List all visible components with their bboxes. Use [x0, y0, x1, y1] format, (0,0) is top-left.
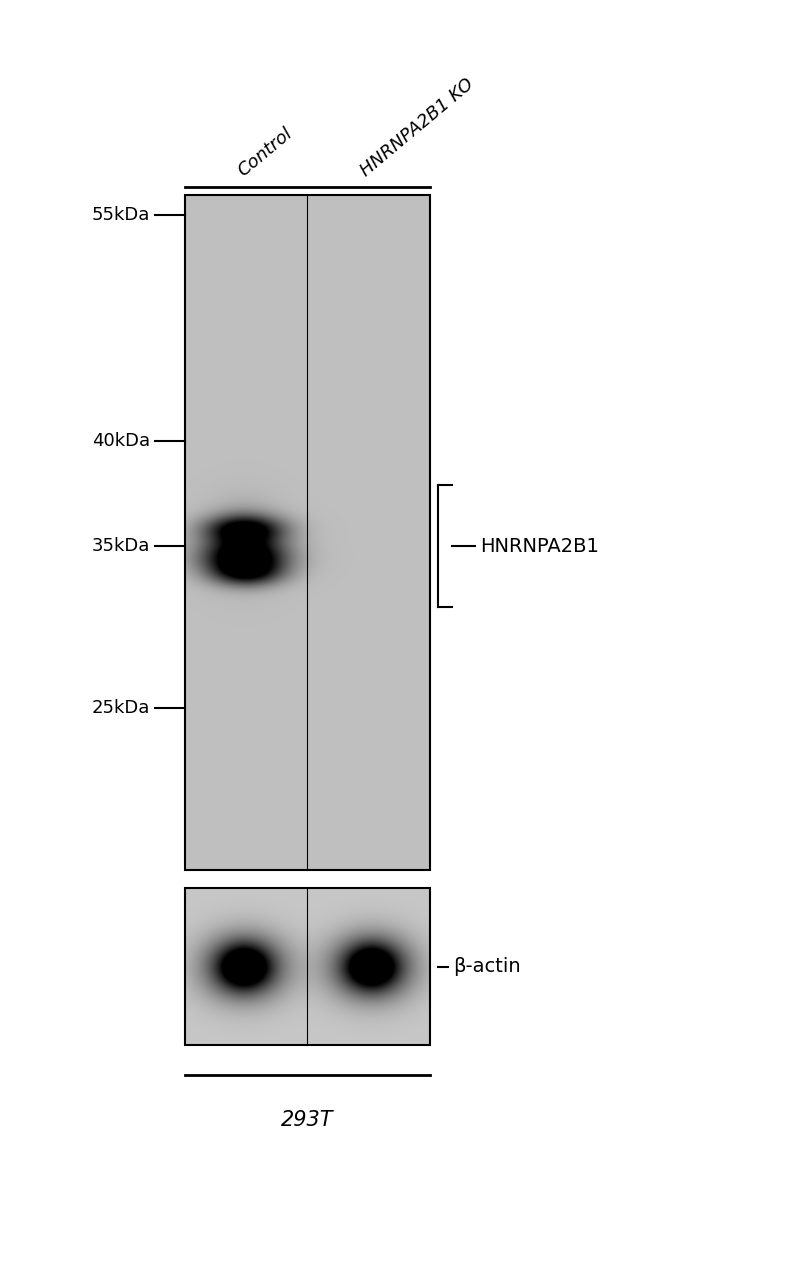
- Text: 293T: 293T: [281, 1110, 334, 1130]
- Text: β-actin: β-actin: [453, 957, 520, 975]
- Text: 55kDa: 55kDa: [92, 206, 150, 224]
- Text: 40kDa: 40kDa: [92, 433, 150, 451]
- Text: HNRNPA2B1 KO: HNRNPA2B1 KO: [357, 76, 477, 180]
- Text: 35kDa: 35kDa: [92, 538, 150, 556]
- Text: 25kDa: 25kDa: [92, 699, 150, 717]
- Bar: [185, 888, 430, 1044]
- Text: HNRNPA2B1: HNRNPA2B1: [480, 536, 599, 556]
- Text: Control: Control: [234, 124, 296, 180]
- Bar: [185, 195, 430, 870]
